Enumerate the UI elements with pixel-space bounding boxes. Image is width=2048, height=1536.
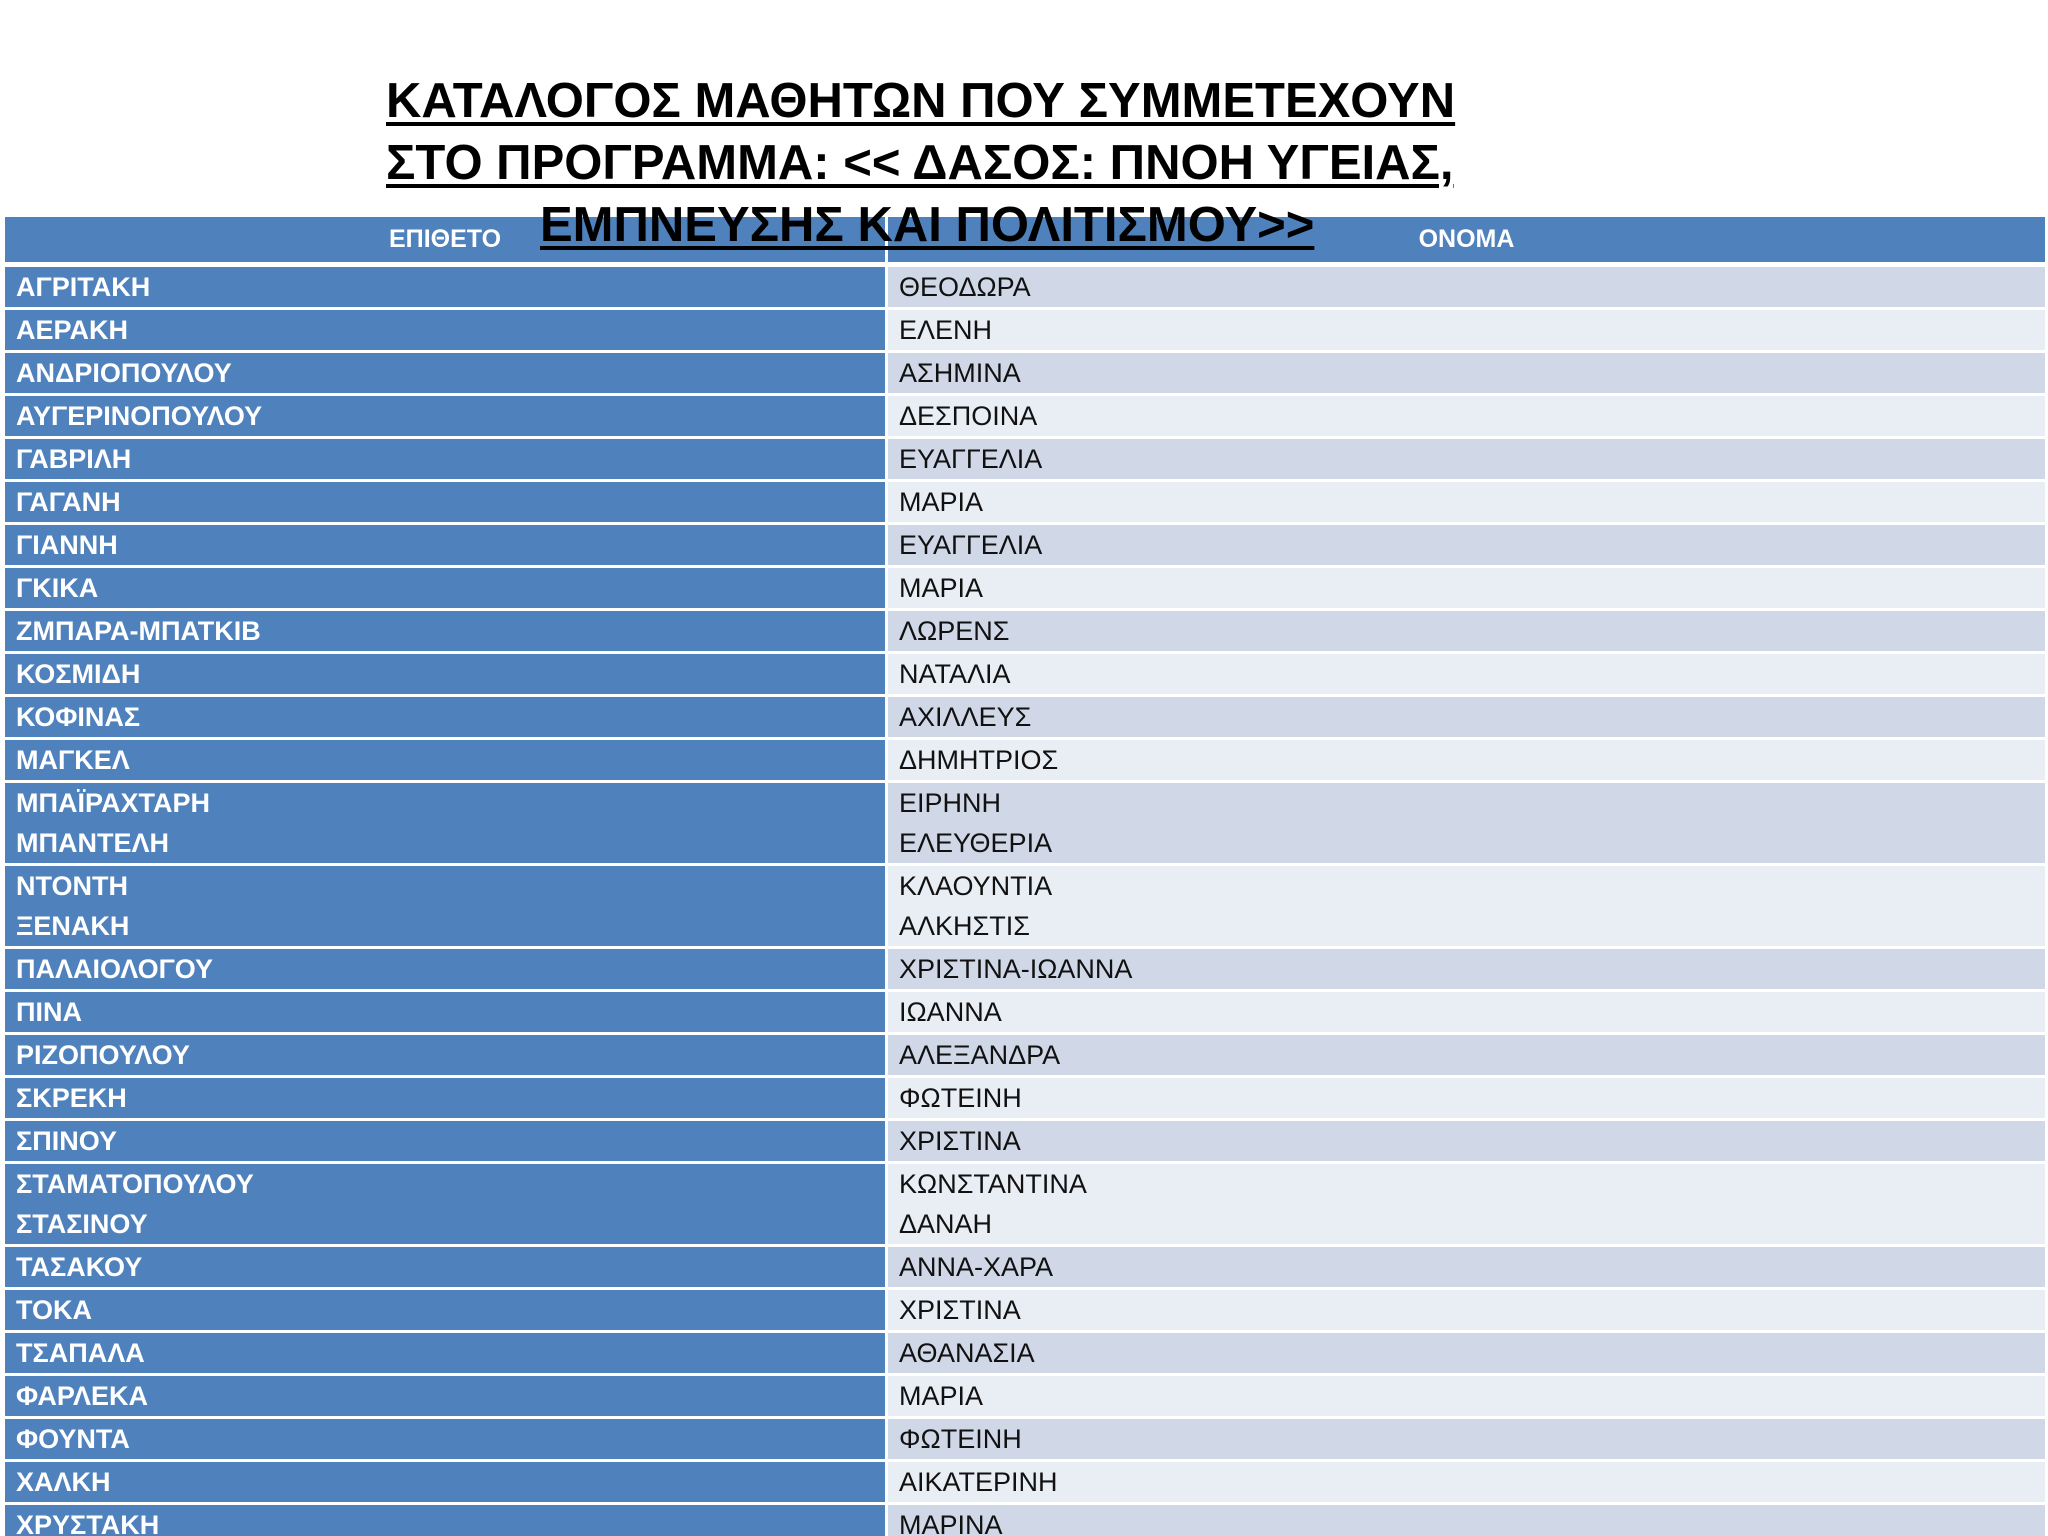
- firstname-cell: ΑΙΚΑΤΕΡΙΝΗ: [888, 1462, 2045, 1505]
- table-row: ΤΣΑΠΑΛΑ ΑΘΑΝΑΣΙΑ: [5, 1333, 2045, 1376]
- table-row: ΜΠΑΝΤΕΛΗ ΕΛΕΥΘΕΡΙΑ: [5, 823, 2045, 866]
- surname-cell: ΓΑΓΑΝΗ: [5, 482, 888, 525]
- firstname-cell: ΚΛΑΟΥΝΤΙΑ: [888, 866, 2045, 906]
- table-row: ΧΑΛΚΗ ΑΙΚΑΤΕΡΙΝΗ: [5, 1462, 2045, 1505]
- firstname-cell: ΦΩΤΕΙΝΗ: [888, 1419, 2045, 1462]
- table-row: ΠΑΛΑΙΟΛΟΓΟΥ ΧΡΙΣΤΙΝΑ-ΙΩΑΝΝΑ: [5, 949, 2045, 992]
- table-row: ΑΓΡΙΤΑΚΗ ΘΕΟΔΩΡΑ: [5, 267, 2045, 310]
- table-row: ΓΑΓΑΝΗ ΜΑΡΙΑ: [5, 482, 2045, 525]
- surname-cell: ΑΥΓΕΡΙΝΟΠΟΥΛΟΥ: [5, 396, 888, 439]
- firstname-cell: ΕΥΑΓΓΕΛΙΑ: [888, 525, 2045, 568]
- table-row: ΖΜΠΑΡΑ-ΜΠΑΤΚΙΒ ΛΩΡΕΝΣ: [5, 611, 2045, 654]
- surname-cell: ΑΝΔΡΙΟΠΟΥΛΟΥ: [5, 353, 888, 396]
- firstname-cell: ΕΥΑΓΓΕΛΙΑ: [888, 439, 2045, 482]
- table-row: ΡΙΖΟΠΟΥΛΟΥ ΑΛΕΞΑΝΔΡΑ: [5, 1035, 2045, 1078]
- firstname-cell: ΔΑΝΑΗ: [888, 1204, 2045, 1247]
- surname-cell: ΤΣΑΠΑΛΑ: [5, 1333, 888, 1376]
- table-row: ΣΚΡΕΚΗ ΦΩΤΕΙΝΗ: [5, 1078, 2045, 1121]
- surname-cell: ΓΙΑΝΝΗ: [5, 525, 888, 568]
- surname-cell: ΡΙΖΟΠΟΥΛΟΥ: [5, 1035, 888, 1078]
- surname-cell: ΖΜΠΑΡΑ-ΜΠΑΤΚΙΒ: [5, 611, 888, 654]
- firstname-cell: ΑΝΝΑ-ΧΑΡΑ: [888, 1247, 2045, 1290]
- student-table: ΕΠΙΘΕΤΟ ΟΝΟΜΑ ΑΓΡΙΤΑΚΗ ΘΕΟΔΩΡΑ ΑΕΡΑΚΗ ΕΛ…: [5, 217, 2045, 1536]
- surname-cell: ΠΑΛΑΙΟΛΟΓΟΥ: [5, 949, 888, 992]
- surname-cell: ΦΑΡΛΕΚΑ: [5, 1376, 888, 1419]
- surname-cell: ΓΑΒΡΙΛΗ: [5, 439, 888, 482]
- table-row: ΓΑΒΡΙΛΗ ΕΥΑΓΓΕΛΙΑ: [5, 439, 2045, 482]
- table-row: ΑΕΡΑΚΗ ΕΛΕΝΗ: [5, 310, 2045, 353]
- surname-cell: ΜΠΑΪΡΑΧΤΑΡΗ: [5, 783, 888, 823]
- firstname-cell: ΑΛΚΗΣΤΙΣ: [888, 906, 2045, 949]
- column-header-firstname: ΟΝΟΜΑ: [888, 217, 2045, 267]
- table-row: ΣΠΙΝΟΥ ΧΡΙΣΤΙΝΑ: [5, 1121, 2045, 1164]
- firstname-cell: ΙΩΑΝΝΑ: [888, 992, 2045, 1035]
- surname-cell: ΧΑΛΚΗ: [5, 1462, 888, 1505]
- firstname-cell: ΝΑΤΑΛΙΑ: [888, 654, 2045, 697]
- firstname-cell: ΕΛΕΝΗ: [888, 310, 2045, 353]
- table-row: ΓΚΙΚΑ ΜΑΡΙΑ: [5, 568, 2045, 611]
- table-row: ΝΤΟΝΤΗ ΚΛΑΟΥΝΤΙΑ: [5, 866, 2045, 906]
- firstname-cell: ΜΑΡΙΑ: [888, 1376, 2045, 1419]
- firstname-cell: ΚΩΝΣΤΑΝΤΙΝΑ: [888, 1164, 2045, 1204]
- table-row: ΦΟΥΝΤΑ ΦΩΤΕΙΝΗ: [5, 1419, 2045, 1462]
- firstname-cell: ΧΡΙΣΤΙΝΑ: [888, 1121, 2045, 1164]
- firstname-cell: ΑΘΑΝΑΣΙΑ: [888, 1333, 2045, 1376]
- surname-cell: ΝΤΟΝΤΗ: [5, 866, 888, 906]
- surname-cell: ΜΑΓΚΕΛ: [5, 740, 888, 783]
- firstname-cell: ΧΡΙΣΤΙΝΑ: [888, 1290, 2045, 1333]
- firstname-cell: ΜΑΡΙΑ: [888, 568, 2045, 611]
- surname-cell: ΑΓΡΙΤΑΚΗ: [5, 267, 888, 310]
- surname-cell: ΑΕΡΑΚΗ: [5, 310, 888, 353]
- firstname-cell: ΜΑΡΙΑ: [888, 482, 2045, 525]
- firstname-cell: ΔΕΣΠΟΙΝΑ: [888, 396, 2045, 439]
- table-row: ΜΠΑΪΡΑΧΤΑΡΗ ΕΙΡΗΝΗ: [5, 783, 2045, 823]
- table-row: ΚΟΣΜΙΔΗ ΝΑΤΑΛΙΑ: [5, 654, 2045, 697]
- table-row: ΤΟΚΑ ΧΡΙΣΤΙΝΑ: [5, 1290, 2045, 1333]
- firstname-cell: ΜΑΡΙΝΑ: [888, 1505, 2045, 1536]
- table-row: ΠΙΝΑ ΙΩΑΝΝΑ: [5, 992, 2045, 1035]
- firstname-cell: ΧΡΙΣΤΙΝΑ-ΙΩΑΝΝΑ: [888, 949, 2045, 992]
- table-row: ΓΙΑΝΝΗ ΕΥΑΓΓΕΛΙΑ: [5, 525, 2045, 568]
- title-line-2: ΣΤΟ ΠΡΟΓΡΑΜΜΑ: << ΔΑΣΟΣ: ΠΝΟΗ ΥΓΕΙΑΣ,: [386, 136, 1454, 190]
- table-row: ΜΑΓΚΕΛ ΔΗΜΗΤΡΙΟΣ: [5, 740, 2045, 783]
- surname-cell: ΓΚΙΚΑ: [5, 568, 888, 611]
- firstname-cell: ΕΙΡΗΝΗ: [888, 783, 2045, 823]
- table-row: ΧΡΥΣΤΑΚΗ ΜΑΡΙΝΑ: [5, 1505, 2045, 1536]
- table-row: ΑΥΓΕΡΙΝΟΠΟΥΛΟΥ ΔΕΣΠΟΙΝΑ: [5, 396, 2045, 439]
- table-row: ΣΤΑΣΙΝΟΥ ΔΑΝΑΗ: [5, 1204, 2045, 1247]
- surname-cell: ΧΡΥΣΤΑΚΗ: [5, 1505, 888, 1536]
- table-row: ΣΤΑΜΑΤΟΠΟΥΛΟΥ ΚΩΝΣΤΑΝΤΙΝΑ: [5, 1164, 2045, 1204]
- surname-cell: ΣΤΑΣΙΝΟΥ: [5, 1204, 888, 1247]
- table-row: ΑΝΔΡΙΟΠΟΥΛΟΥ ΑΣΗΜΙΝΑ: [5, 353, 2045, 396]
- table-row: ΤΑΣΑΚΟΥ ΑΝΝΑ-ΧΑΡΑ: [5, 1247, 2045, 1290]
- firstname-cell: ΦΩΤΕΙΝΗ: [888, 1078, 2045, 1121]
- surname-cell: ΦΟΥΝΤΑ: [5, 1419, 888, 1462]
- table-row: ΦΑΡΛΕΚΑ ΜΑΡΙΑ: [5, 1376, 2045, 1419]
- surname-cell: ΚΟΦΙΝΑΣ: [5, 697, 888, 740]
- surname-cell: ΣΤΑΜΑΤΟΠΟΥΛΟΥ: [5, 1164, 888, 1204]
- title-line-1: ΚΑΤΑΛΟΓΟΣ ΜΑΘΗΤΩΝ ΠΟΥ ΣΥΜΜΕΤΕΧΟΥΝ: [386, 74, 1456, 128]
- surname-cell: ΜΠΑΝΤΕΛΗ: [5, 823, 888, 866]
- surname-cell: ΤΑΣΑΚΟΥ: [5, 1247, 888, 1290]
- firstname-cell: ΔΗΜΗΤΡΙΟΣ: [888, 740, 2045, 783]
- surname-cell: ΣΚΡΕΚΗ: [5, 1078, 888, 1121]
- firstname-cell: ΘΕΟΔΩΡΑ: [888, 267, 2045, 310]
- firstname-cell: ΕΛΕΥΘΕΡΙΑ: [888, 823, 2045, 866]
- surname-cell: ΤΟΚΑ: [5, 1290, 888, 1333]
- page-title: ΚΑΤΑΛΟΓΟΣ ΜΑΘΗΤΩΝ ΠΟΥ ΣΥΜΜΕΤΕΧΟΥΝ ΣΤΟ ΠΡ…: [386, 70, 1506, 256]
- title-line-3: ΕΜΠΝΕΥΣΗΣ ΚΑΙ ΠΟΛΙΤΙΣΜΟΥ>>: [540, 198, 1315, 252]
- firstname-cell: ΛΩΡΕΝΣ: [888, 611, 2045, 654]
- firstname-cell: ΑΣΗΜΙΝΑ: [888, 353, 2045, 396]
- surname-cell: ΠΙΝΑ: [5, 992, 888, 1035]
- table-row: ΚΟΦΙΝΑΣ ΑΧΙΛΛΕΥΣ: [5, 697, 2045, 740]
- surname-cell: ΚΟΣΜΙΔΗ: [5, 654, 888, 697]
- firstname-cell: ΑΛΕΞΑΝΔΡΑ: [888, 1035, 2045, 1078]
- surname-cell: ΣΠΙΝΟΥ: [5, 1121, 888, 1164]
- table-header-row: ΕΠΙΘΕΤΟ ΟΝΟΜΑ: [5, 217, 2045, 267]
- table-row: ΞΕΝΑΚΗ ΑΛΚΗΣΤΙΣ: [5, 906, 2045, 949]
- firstname-cell: ΑΧΙΛΛΕΥΣ: [888, 697, 2045, 740]
- surname-cell: ΞΕΝΑΚΗ: [5, 906, 888, 949]
- column-header-surname: ΕΠΙΘΕΤΟ: [5, 217, 888, 267]
